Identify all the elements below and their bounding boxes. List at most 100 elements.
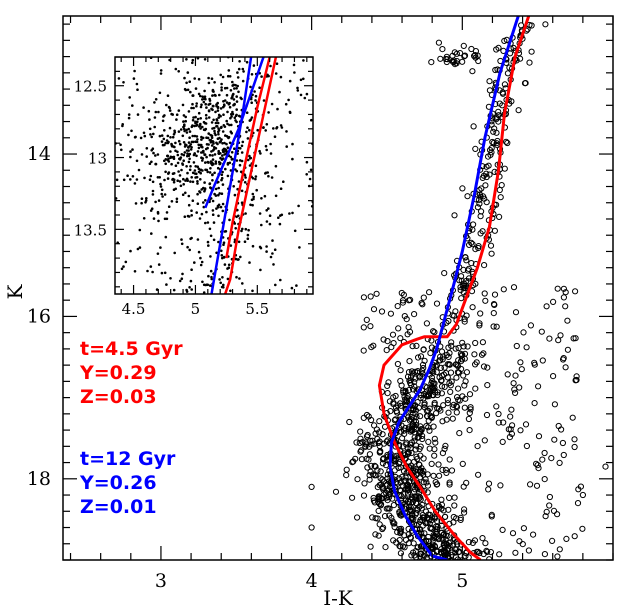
star-marker	[451, 212, 458, 219]
star-marker	[136, 113, 140, 116]
star-marker	[460, 42, 467, 50]
star-marker	[185, 81, 188, 85]
star-marker	[207, 76, 210, 80]
star-marker	[182, 141, 186, 144]
star-marker	[196, 120, 199, 124]
star-marker	[174, 164, 178, 167]
star-marker	[365, 413, 372, 420]
star-marker	[157, 110, 160, 114]
star-marker	[234, 257, 238, 261]
star-marker	[160, 188, 164, 192]
star-marker	[160, 140, 164, 143]
star-marker	[414, 544, 421, 551]
star-marker	[563, 535, 570, 543]
star-marker	[416, 561, 421, 566]
star-marker	[446, 456, 453, 463]
star-marker	[188, 157, 191, 161]
star-marker	[159, 72, 163, 75]
inset-x-tick-label: 5	[191, 300, 201, 318]
star-marker	[189, 180, 192, 183]
star-marker	[203, 95, 207, 98]
star-marker	[571, 436, 578, 443]
star-marker	[185, 149, 189, 152]
star-marker	[535, 465, 542, 472]
star-marker	[158, 91, 162, 95]
star-marker	[418, 505, 425, 512]
star-marker	[153, 101, 156, 104]
star-marker	[195, 135, 199, 138]
star-marker	[163, 217, 167, 221]
star-marker	[445, 317, 452, 325]
star-marker	[551, 401, 559, 408]
star-marker	[182, 153, 186, 157]
star-marker	[473, 561, 478, 566]
star-marker	[308, 483, 315, 490]
star-marker	[200, 212, 204, 216]
star-marker	[213, 192, 216, 196]
star-marker	[349, 459, 356, 466]
star-marker	[555, 422, 562, 430]
star-marker	[164, 235, 168, 239]
star-marker	[477, 565, 482, 570]
star-marker	[380, 336, 387, 343]
star-marker	[199, 263, 203, 267]
star-marker	[264, 129, 268, 132]
y-axis-label: K	[3, 283, 27, 299]
star-marker	[438, 522, 445, 529]
star-marker	[469, 226, 476, 233]
star-marker	[499, 90, 507, 97]
star-marker	[259, 268, 262, 272]
star-marker	[390, 394, 397, 401]
star-marker	[265, 123, 269, 126]
star-marker	[237, 180, 241, 183]
star-marker	[135, 82, 139, 86]
star-marker	[439, 46, 446, 53]
star-marker	[117, 77, 121, 80]
star-marker	[240, 144, 244, 148]
star-marker	[150, 160, 153, 164]
star-marker	[422, 476, 429, 483]
star-marker	[426, 520, 433, 527]
star-marker	[394, 529, 401, 536]
star-marker	[493, 114, 500, 121]
star-marker	[187, 141, 191, 144]
star-marker	[231, 110, 234, 114]
star-marker	[278, 90, 281, 94]
star-marker	[235, 169, 239, 173]
star-marker	[299, 93, 303, 97]
star-marker	[215, 207, 218, 210]
star-marker	[190, 268, 193, 272]
star-marker	[163, 129, 166, 132]
star-marker	[231, 95, 234, 99]
star-marker	[197, 250, 201, 254]
star-marker	[193, 261, 196, 264]
star-marker	[445, 353, 452, 360]
star-marker	[215, 141, 218, 145]
star-marker	[249, 85, 252, 89]
star-marker	[201, 159, 204, 162]
star-marker	[557, 332, 564, 339]
star-marker	[160, 271, 164, 275]
star-marker	[476, 191, 483, 198]
star-marker	[457, 514, 464, 522]
star-marker	[493, 403, 500, 410]
star-marker	[577, 483, 585, 490]
star-marker	[203, 58, 207, 61]
inset-background	[115, 57, 313, 294]
star-marker	[199, 105, 203, 109]
star-marker	[288, 212, 291, 215]
star-marker	[156, 153, 160, 156]
star-marker	[422, 537, 430, 544]
star-marker	[458, 277, 465, 284]
star-marker	[140, 153, 144, 156]
star-marker	[195, 104, 198, 108]
star-marker	[427, 524, 434, 531]
star-marker	[490, 139, 497, 147]
star-marker	[175, 197, 179, 201]
star-marker	[405, 414, 412, 421]
star-marker	[564, 346, 572, 353]
star-marker	[214, 110, 217, 114]
star-marker	[222, 113, 225, 116]
star-marker	[435, 405, 442, 412]
star-marker	[370, 342, 377, 349]
